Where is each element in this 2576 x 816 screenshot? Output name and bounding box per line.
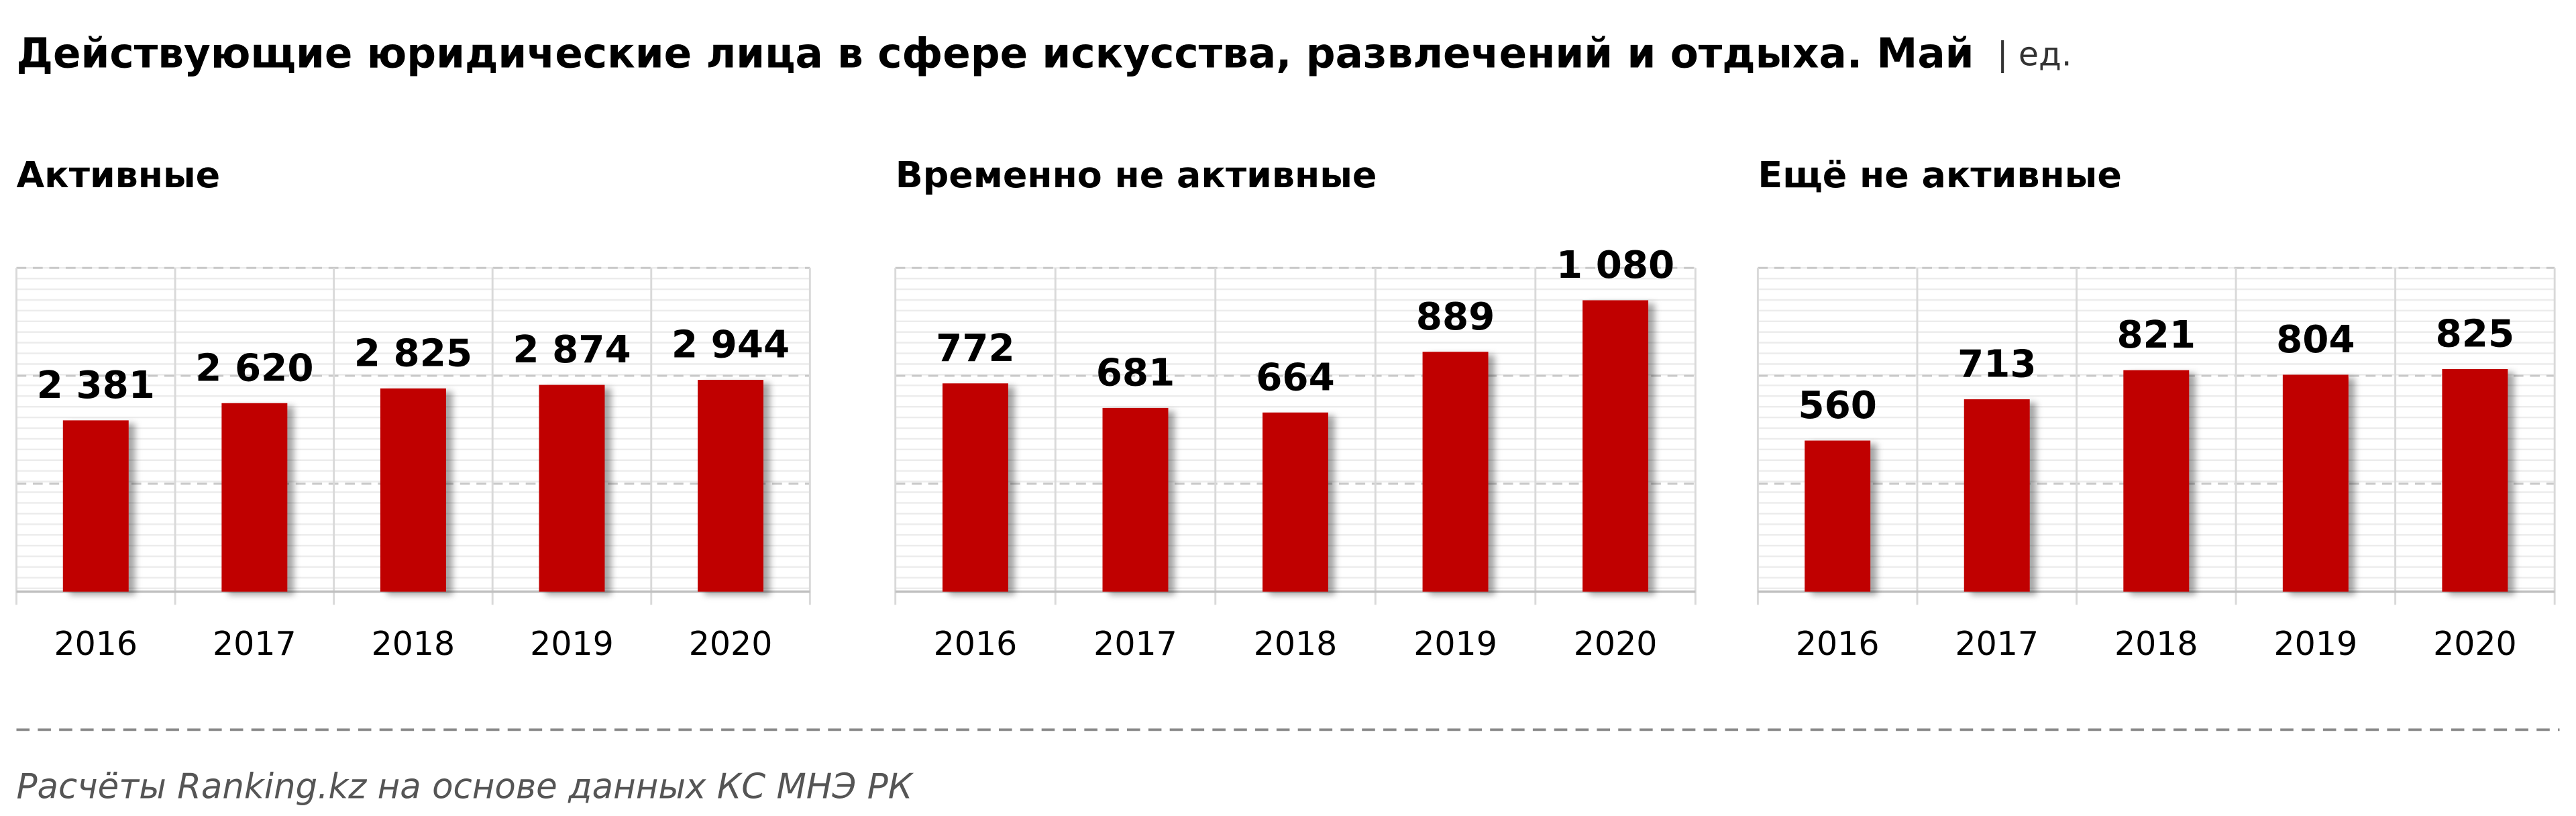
bar [380,388,446,592]
x-tick-label: 2020 [2433,625,2517,663]
data-label: 825 [2436,313,2515,356]
x-tick-label: 2017 [213,625,297,663]
bar [698,380,764,592]
x-tick-label: 2019 [530,625,614,663]
bar [62,420,129,592]
bar [1964,399,2030,592]
source: Расчёты Ranking.kz на основе данных КС М… [16,767,914,807]
unit: | ед. [1997,35,2072,73]
x-tick-label: 2020 [689,625,773,663]
data-label: 2 874 [513,328,631,372]
bar [221,403,288,592]
data-label: 804 [2276,318,2355,362]
bar [2123,370,2190,592]
data-label: 2 381 [37,364,155,407]
panel-title: Временно не активные [896,154,1377,196]
data-label: 664 [1256,356,1335,399]
bar [539,385,605,592]
bar [942,383,1008,592]
x-tick-label: 2018 [372,625,455,663]
data-label: 821 [2117,313,2196,357]
data-label: 681 [1096,352,1175,395]
data-label: 889 [1416,295,1495,339]
bar [2442,368,2508,592]
data-label: 2 620 [195,346,313,390]
panel-title: Ещё не активные [1758,154,2122,196]
data-label: 2 944 [672,323,790,367]
title-line: Действующие юридические лица в сфере иск… [16,30,2072,77]
chart-title: Действующие юридические лица в сфере иск… [16,30,1974,77]
data-label: 560 [1798,384,1877,427]
bar [1422,352,1489,592]
bar [1102,407,1169,592]
bar [1582,300,1649,592]
x-tick-label: 2016 [934,625,1018,663]
x-tick-label: 2016 [54,625,138,663]
bar [1805,440,1871,592]
panel-title: Активные [16,154,220,196]
bar [2282,374,2349,592]
x-tick-label: 2019 [1413,625,1497,663]
x-tick-label: 2018 [1254,625,1338,663]
data-label: 2 825 [354,332,472,375]
x-tick-label: 2018 [2114,625,2198,663]
x-tick-label: 2016 [1796,625,1880,663]
x-tick-label: 2019 [2274,625,2358,663]
x-tick-label: 2020 [1574,625,1658,663]
data-label: 1 080 [1556,244,1674,287]
x-tick-label: 2017 [1955,625,2039,663]
data-label: 713 [1957,343,2037,387]
x-tick-label: 2017 [1093,625,1177,663]
data-label: 772 [936,327,1015,370]
bar [1263,412,1328,592]
